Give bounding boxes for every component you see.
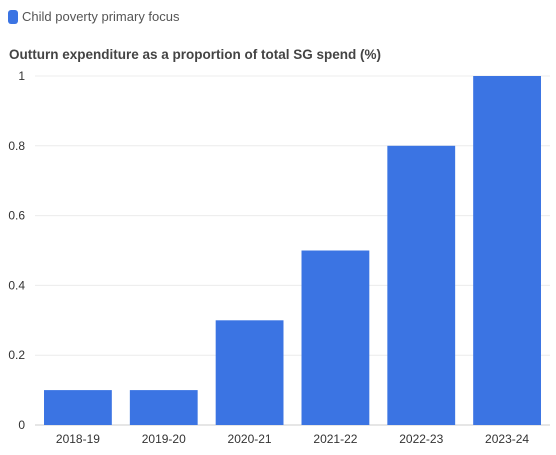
x-tick-label: 2021-22 — [313, 432, 357, 446]
x-tick-label: 2022-23 — [399, 432, 443, 446]
y-tick-label: 0.2 — [8, 348, 25, 362]
y-tick-label: 1 — [18, 69, 25, 83]
y-tick-label: 0 — [18, 418, 25, 432]
bar-2019-20[interactable] — [129, 390, 198, 425]
legend-swatch — [8, 9, 18, 24]
bar-2022-23[interactable] — [387, 145, 456, 426]
legend-item-child-poverty[interactable]: Child poverty primary focus — [8, 9, 180, 24]
x-tick-label: 2019-20 — [142, 432, 186, 446]
y-tick-label: 0.8 — [8, 139, 25, 153]
bar-2020-21[interactable] — [215, 320, 284, 425]
y-tick-label: 0.4 — [8, 278, 25, 292]
x-tick-label: 2023-24 — [485, 432, 529, 446]
y-tick-label: 0.6 — [8, 209, 25, 223]
x-tick-label: 2020-21 — [228, 432, 272, 446]
bar-2018-19[interactable] — [44, 390, 112, 425]
legend-label: Child poverty primary focus — [22, 9, 180, 24]
bar-2023-24[interactable] — [473, 76, 541, 425]
chart-title: Outturn expenditure as a proportion of t… — [9, 47, 382, 62]
bar-2021-22[interactable] — [301, 250, 370, 426]
x-tick-label: 2018-19 — [56, 432, 100, 446]
